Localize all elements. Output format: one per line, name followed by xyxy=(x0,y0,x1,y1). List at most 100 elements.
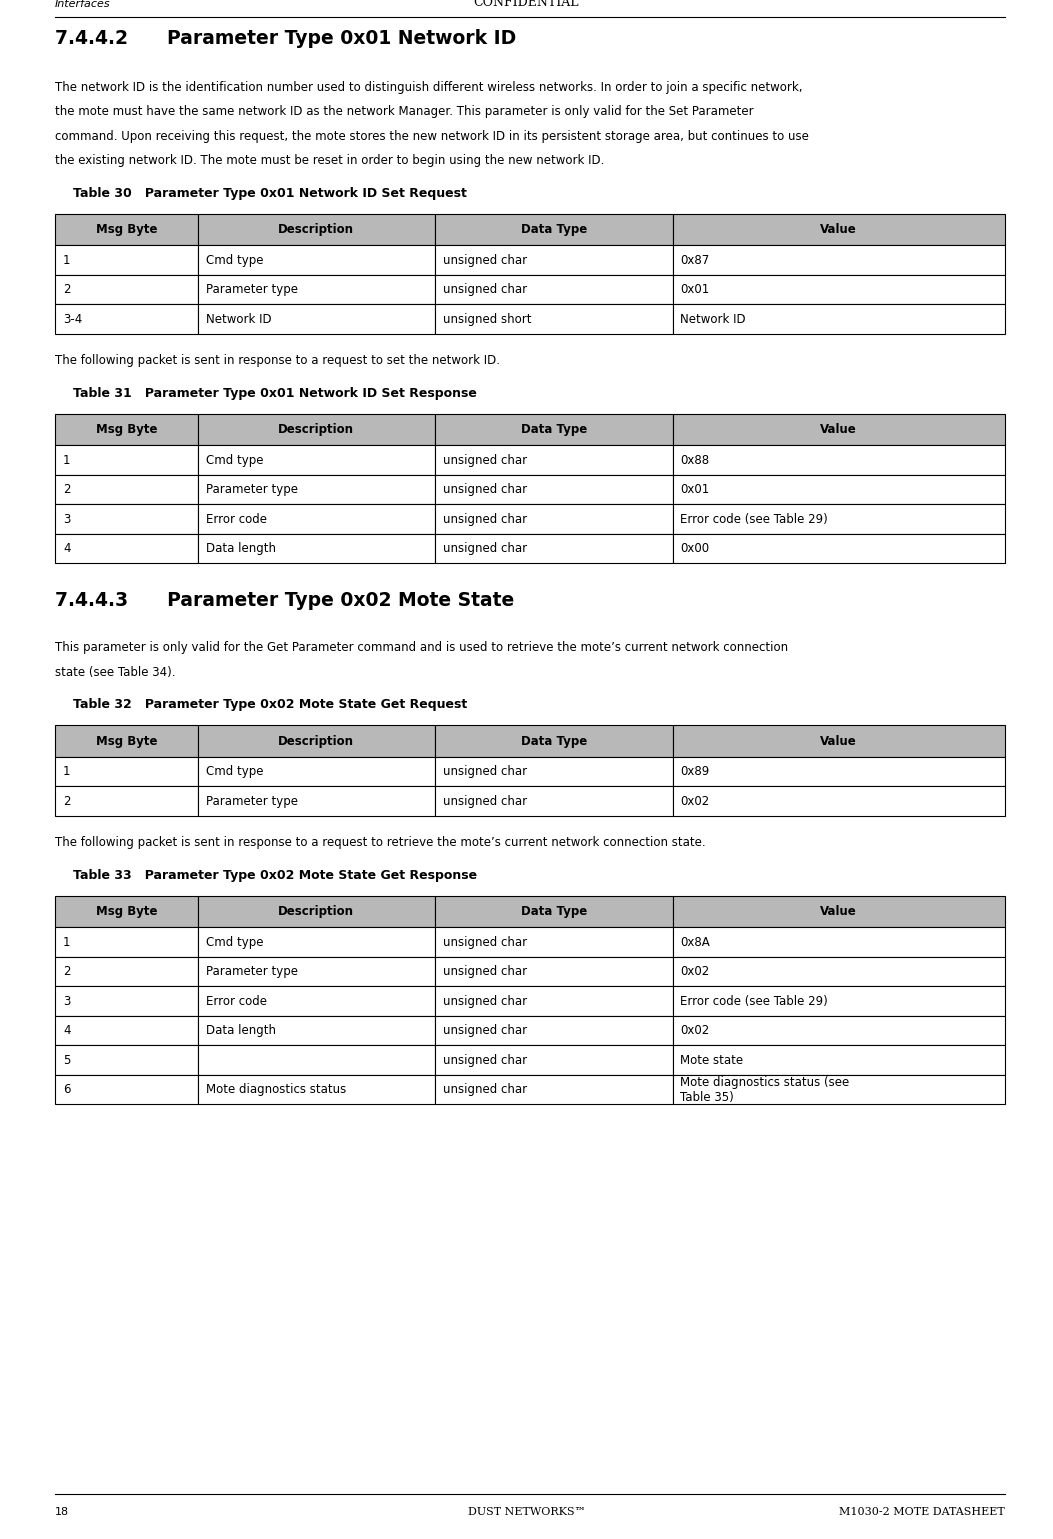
Text: 6: 6 xyxy=(63,1083,71,1096)
Text: 7.4.4.3      Parameter Type 0x02 Mote State: 7.4.4.3 Parameter Type 0x02 Mote State xyxy=(55,591,514,611)
Bar xyxy=(435,305,673,334)
Text: Table 30   Parameter Type 0x01 Network ID Set Request: Table 30 Parameter Type 0x01 Network ID … xyxy=(73,188,466,200)
Text: 2: 2 xyxy=(63,483,71,496)
Bar xyxy=(55,757,198,786)
Text: Mote state: Mote state xyxy=(680,1054,743,1067)
Bar xyxy=(55,1016,198,1045)
Bar xyxy=(198,725,435,757)
Text: Value: Value xyxy=(820,734,857,748)
Text: unsigned short: unsigned short xyxy=(443,312,532,326)
Text: Parameter type: Parameter type xyxy=(205,965,298,979)
Bar xyxy=(435,246,673,275)
Text: Cmd type: Cmd type xyxy=(205,936,263,948)
Text: Value: Value xyxy=(820,223,857,237)
Text: the existing network ID. The mote must be reset in order to begin using the new : the existing network ID. The mote must b… xyxy=(55,154,604,168)
Text: 0x01: 0x01 xyxy=(680,283,710,295)
Text: 1: 1 xyxy=(63,454,71,466)
Bar xyxy=(55,725,198,757)
Text: Msg Byte: Msg Byte xyxy=(96,734,157,748)
Bar xyxy=(55,214,198,246)
Bar xyxy=(55,305,198,334)
Text: Cmd type: Cmd type xyxy=(205,765,263,779)
Text: Error code (see Table 29): Error code (see Table 29) xyxy=(680,512,829,526)
Text: Parameter type: Parameter type xyxy=(205,483,298,496)
Bar xyxy=(673,275,1005,305)
Text: Data length: Data length xyxy=(205,542,276,556)
Bar xyxy=(673,1045,1005,1076)
Text: Network ID: Network ID xyxy=(680,312,747,326)
Text: 0x00: 0x00 xyxy=(680,542,710,556)
Text: The following packet is sent in response to a request to retrieve the mote’s cur: The following packet is sent in response… xyxy=(55,836,706,850)
Text: 5: 5 xyxy=(63,1054,71,1067)
Bar xyxy=(55,896,198,928)
Bar xyxy=(435,786,673,816)
Bar xyxy=(55,246,198,275)
Bar xyxy=(673,534,1005,563)
Text: Cmd type: Cmd type xyxy=(205,254,263,266)
Bar xyxy=(198,476,435,505)
Bar xyxy=(55,275,198,305)
Bar xyxy=(198,275,435,305)
Text: The network ID is the identification number used to distinguish different wirele: The network ID is the identification num… xyxy=(55,82,802,94)
Text: 0x02: 0x02 xyxy=(680,794,710,808)
Text: unsigned char: unsigned char xyxy=(443,283,528,295)
Text: 0x02: 0x02 xyxy=(680,1025,710,1037)
Text: unsigned char: unsigned char xyxy=(443,936,528,948)
Text: Msg Byte: Msg Byte xyxy=(96,905,157,919)
Text: 4: 4 xyxy=(63,542,71,556)
Bar xyxy=(55,445,198,476)
Text: unsigned char: unsigned char xyxy=(443,1025,528,1037)
Bar xyxy=(673,476,1005,505)
Text: 4: 4 xyxy=(63,1025,71,1037)
Bar xyxy=(673,214,1005,246)
Text: unsigned char: unsigned char xyxy=(443,454,528,466)
Text: unsigned char: unsigned char xyxy=(443,254,528,266)
Text: 3-4: 3-4 xyxy=(63,312,82,326)
Bar xyxy=(435,505,673,534)
Bar xyxy=(435,986,673,1016)
Text: command. Upon receiving this request, the mote stores the new network ID in its : command. Upon receiving this request, th… xyxy=(55,129,809,143)
Bar xyxy=(55,1045,198,1076)
Text: unsigned char: unsigned char xyxy=(443,994,528,1008)
Text: M1030-2 MOTE DATASHEET: M1030-2 MOTE DATASHEET xyxy=(839,1507,1005,1517)
Bar xyxy=(435,957,673,986)
Bar xyxy=(55,986,198,1016)
Bar xyxy=(55,414,198,445)
Bar xyxy=(198,928,435,957)
Bar xyxy=(673,986,1005,1016)
Bar xyxy=(198,957,435,986)
Text: 1: 1 xyxy=(63,254,71,266)
Text: Cmd type: Cmd type xyxy=(205,454,263,466)
Text: The following packet is sent in response to a request to set the network ID.: The following packet is sent in response… xyxy=(55,354,500,366)
Text: unsigned char: unsigned char xyxy=(443,542,528,556)
Text: Description: Description xyxy=(278,223,354,237)
Text: Interfaces: Interfaces xyxy=(55,0,111,9)
Bar xyxy=(198,414,435,445)
Text: Error code: Error code xyxy=(205,512,266,526)
Bar xyxy=(673,957,1005,986)
Text: 0x87: 0x87 xyxy=(680,254,710,266)
Text: unsigned char: unsigned char xyxy=(443,1054,528,1067)
Text: 0x02: 0x02 xyxy=(680,965,710,979)
Text: Table 31   Parameter Type 0x01 Network ID Set Response: Table 31 Parameter Type 0x01 Network ID … xyxy=(73,386,477,400)
Text: 2: 2 xyxy=(63,965,71,979)
Bar xyxy=(673,246,1005,275)
Bar xyxy=(198,214,435,246)
Text: 1: 1 xyxy=(63,765,71,779)
Text: Mote diagnostics status: Mote diagnostics status xyxy=(205,1083,345,1096)
Text: Data length: Data length xyxy=(205,1025,276,1037)
Bar xyxy=(435,445,673,476)
Text: unsigned char: unsigned char xyxy=(443,1083,528,1096)
Text: Data Type: Data Type xyxy=(520,905,587,919)
Text: unsigned char: unsigned char xyxy=(443,512,528,526)
Bar xyxy=(198,305,435,334)
Bar xyxy=(198,896,435,928)
Text: 3: 3 xyxy=(63,512,71,526)
Bar xyxy=(55,534,198,563)
Bar xyxy=(673,896,1005,928)
Bar xyxy=(435,725,673,757)
Bar xyxy=(198,1076,435,1105)
Bar xyxy=(198,986,435,1016)
Text: 3: 3 xyxy=(63,994,71,1008)
Text: 18: 18 xyxy=(55,1507,69,1517)
